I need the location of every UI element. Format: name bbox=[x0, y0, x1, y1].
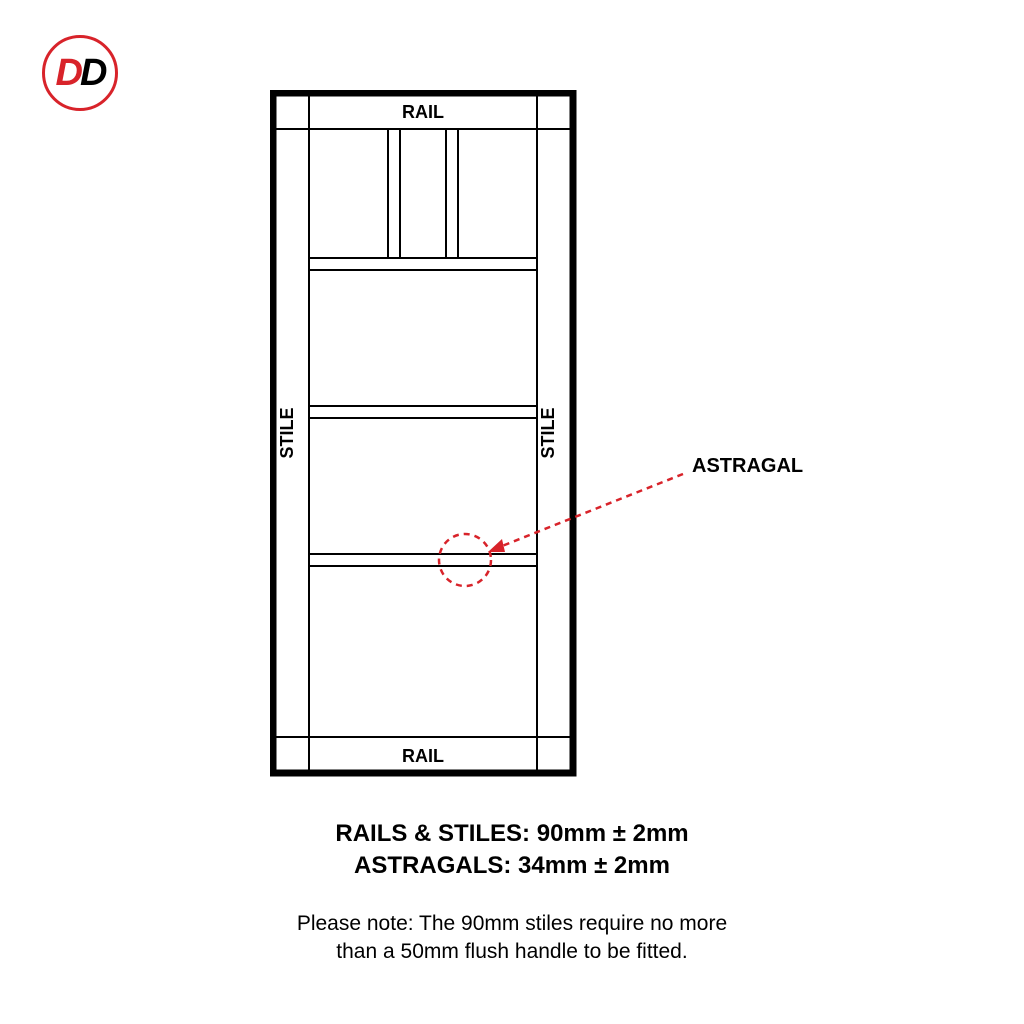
logo-d-black: D bbox=[80, 52, 104, 94]
stile-left-label: STILE bbox=[277, 407, 297, 458]
note-line1: Please note: The 90mm stiles require no … bbox=[0, 910, 1024, 938]
note-line2: than a 50mm flush handle to be fitted. bbox=[0, 938, 1024, 966]
astragal-callout-arrow bbox=[488, 539, 505, 552]
astragal-callout-line bbox=[492, 474, 683, 550]
specs-block: RAILS & STILES: 90mm ± 2mm ASTRAGALS: 34… bbox=[0, 818, 1024, 883]
astragal-callout-circle bbox=[439, 534, 491, 586]
dd-logo: DD bbox=[42, 35, 118, 111]
astragal-label: ASTRAGAL bbox=[692, 455, 803, 478]
note-block: Please note: The 90mm stiles require no … bbox=[0, 910, 1024, 967]
door-outer-frame bbox=[273, 93, 573, 773]
logo-d-red: D bbox=[56, 52, 80, 94]
spec-astragals: ASTRAGALS: 34mm ± 2mm bbox=[0, 850, 1024, 882]
door-diagram: RAIL RAIL STILE STILE bbox=[270, 90, 740, 790]
rail-top-label: RAIL bbox=[402, 102, 444, 122]
stile-right-label: STILE bbox=[538, 407, 558, 458]
logo-text: DD bbox=[56, 54, 105, 92]
spec-rails-stiles: RAILS & STILES: 90mm ± 2mm bbox=[0, 818, 1024, 850]
rail-bottom-label: RAIL bbox=[402, 746, 444, 766]
